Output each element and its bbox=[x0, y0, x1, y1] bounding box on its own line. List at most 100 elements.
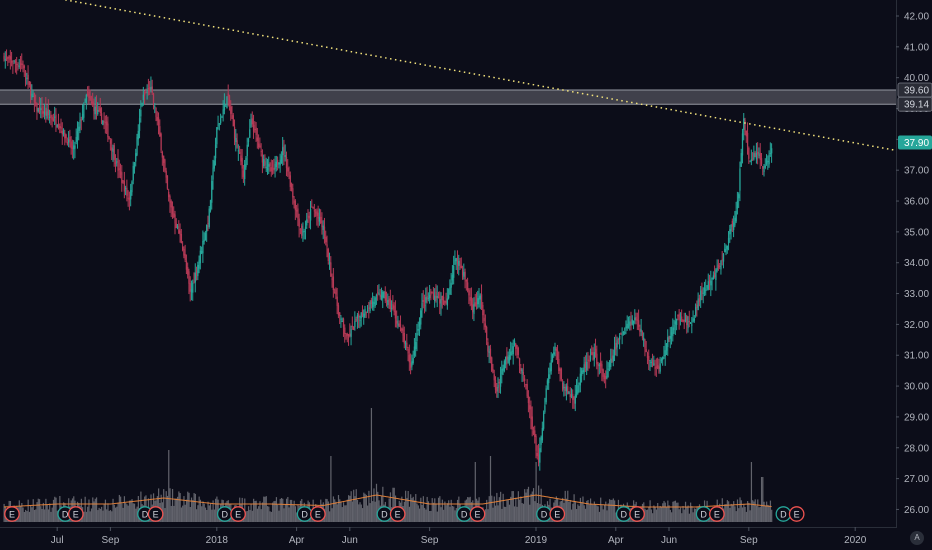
candle-body bbox=[530, 406, 532, 420]
candle-body bbox=[255, 127, 257, 136]
candle-body bbox=[56, 124, 58, 127]
volume-bar bbox=[524, 489, 526, 522]
volume-bar bbox=[692, 512, 694, 522]
volume-bar bbox=[268, 506, 270, 522]
earnings-marker: E bbox=[67, 506, 84, 522]
volume-bar bbox=[645, 509, 647, 522]
candle-body bbox=[173, 213, 175, 218]
volume-bar bbox=[331, 508, 333, 522]
candle-body bbox=[539, 448, 541, 463]
candle-body bbox=[342, 318, 345, 328]
volume-bar bbox=[285, 498, 288, 522]
volume-bar bbox=[284, 504, 286, 522]
candle-body bbox=[721, 259, 723, 261]
candle-body bbox=[560, 368, 563, 380]
volume-bar bbox=[46, 504, 48, 522]
candle-body bbox=[18, 65, 20, 67]
candle-body bbox=[31, 93, 33, 98]
volume-bar bbox=[344, 505, 346, 522]
volume-bar bbox=[752, 500, 754, 522]
candle-body bbox=[23, 65, 25, 69]
candle-body bbox=[445, 301, 447, 303]
candle-body bbox=[62, 129, 65, 135]
candle-body bbox=[692, 318, 694, 322]
marker-label: D bbox=[700, 510, 707, 520]
volume-bar bbox=[519, 499, 521, 522]
earnings-marker: E bbox=[709, 506, 725, 522]
candle-body bbox=[643, 337, 645, 341]
price-tick-label: 41.00 bbox=[904, 42, 929, 53]
price-tick-label: 35.00 bbox=[904, 227, 929, 238]
volume-bar bbox=[736, 499, 739, 522]
volume-bar bbox=[392, 487, 394, 522]
volume-bar bbox=[353, 489, 355, 522]
volume-bar bbox=[750, 462, 753, 522]
candle-body bbox=[118, 168, 120, 170]
candle-body bbox=[556, 350, 559, 360]
dividend-marker: D bbox=[695, 506, 712, 522]
volume-bar bbox=[270, 511, 272, 522]
candle-body bbox=[456, 257, 459, 264]
volume-bar bbox=[393, 487, 395, 522]
candle-body bbox=[596, 353, 598, 365]
volume-bar bbox=[30, 505, 32, 522]
candle-body bbox=[468, 290, 470, 296]
volume-bar bbox=[346, 499, 348, 522]
candle-body bbox=[748, 147, 750, 159]
price-tick-label: 40.00 bbox=[904, 73, 929, 84]
volume-bar bbox=[332, 496, 335, 522]
volume-bar bbox=[734, 506, 736, 522]
volume-bar bbox=[724, 504, 726, 522]
volume-bar bbox=[681, 513, 683, 522]
candle-body bbox=[278, 162, 280, 164]
candle-body bbox=[358, 313, 360, 318]
candle-body bbox=[137, 130, 139, 140]
volume-bar bbox=[40, 506, 42, 522]
candle-body bbox=[216, 127, 218, 145]
volume-bar bbox=[425, 509, 427, 522]
resistance-zone[interactable] bbox=[0, 89, 896, 105]
candle-body bbox=[634, 317, 636, 321]
candle-body bbox=[240, 155, 242, 162]
tradingview-logo-icon[interactable]: A bbox=[910, 531, 924, 545]
candle-body bbox=[558, 359, 560, 372]
candle-body bbox=[617, 339, 620, 341]
candle-body bbox=[615, 342, 617, 350]
candle-body bbox=[33, 92, 36, 103]
volume-bar bbox=[494, 505, 497, 522]
candle-body bbox=[259, 145, 261, 148]
volume-bar bbox=[583, 505, 585, 522]
candle-body bbox=[458, 260, 460, 266]
volume-bar bbox=[668, 505, 670, 522]
candle-body bbox=[771, 148, 773, 154]
volume-bar bbox=[107, 503, 109, 522]
candle-body bbox=[678, 313, 680, 320]
candle-body bbox=[677, 315, 679, 317]
volume-bar bbox=[246, 510, 248, 522]
candle-body bbox=[117, 158, 119, 171]
candle-body bbox=[653, 363, 655, 365]
volume-bar bbox=[591, 503, 593, 522]
candle-body bbox=[152, 93, 155, 104]
candle-body bbox=[146, 91, 148, 93]
volume-bar bbox=[598, 511, 601, 522]
candle-body bbox=[94, 106, 96, 115]
volume-bar bbox=[52, 499, 55, 522]
candle-body bbox=[707, 281, 709, 290]
volume-bar bbox=[84, 496, 86, 522]
volume-bar bbox=[415, 494, 417, 522]
time-tick-label: Jun bbox=[342, 535, 358, 546]
candle-body bbox=[275, 161, 278, 168]
candle-body bbox=[655, 366, 658, 368]
candle-body bbox=[71, 147, 74, 149]
candle-body bbox=[610, 358, 612, 367]
volume-bar bbox=[275, 497, 278, 522]
candle-body bbox=[223, 103, 226, 111]
candle-body bbox=[225, 105, 227, 107]
time-axis[interactable] bbox=[0, 527, 932, 550]
volume-bar bbox=[206, 509, 208, 522]
candle-body bbox=[256, 137, 259, 141]
volume-bar bbox=[27, 499, 29, 522]
